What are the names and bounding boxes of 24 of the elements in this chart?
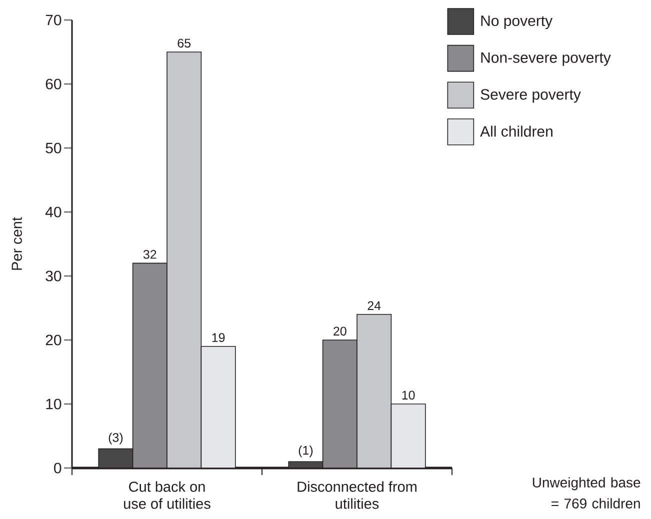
y-tick-label: 60 xyxy=(46,78,62,90)
legend-label: No poverty xyxy=(481,16,553,30)
legend-label: All children xyxy=(480,126,552,137)
y-tick-label: 0 xyxy=(54,462,62,474)
y-tick-label: 50 xyxy=(46,142,62,154)
data-label: 20 xyxy=(334,326,346,336)
legend-label: Non-severe poverty xyxy=(481,52,611,66)
data-label: 32 xyxy=(143,250,156,259)
y-tick-label: 70 xyxy=(46,14,62,26)
y-axis-title: Per cent xyxy=(12,217,22,270)
y-tick-label: 10 xyxy=(46,398,62,410)
y-tick-label: 40 xyxy=(45,206,62,218)
data-label: (1) xyxy=(298,446,313,458)
data-label: (3) xyxy=(108,432,123,444)
x-tick-label: Disconnected from utilities xyxy=(298,481,416,509)
data-label: 24 xyxy=(368,301,381,310)
data-label: 19 xyxy=(212,333,225,342)
legend-label: Severe poverty xyxy=(480,89,581,103)
y-tick-label: 30 xyxy=(46,270,62,282)
text: Unweighted base = 769 children xyxy=(532,477,640,508)
data-label: 10 xyxy=(402,390,415,400)
x-tick-label: Cut back on use of utilities xyxy=(124,481,210,509)
y-tick-label: 20 xyxy=(46,334,62,346)
data-label: 65 xyxy=(178,38,191,48)
